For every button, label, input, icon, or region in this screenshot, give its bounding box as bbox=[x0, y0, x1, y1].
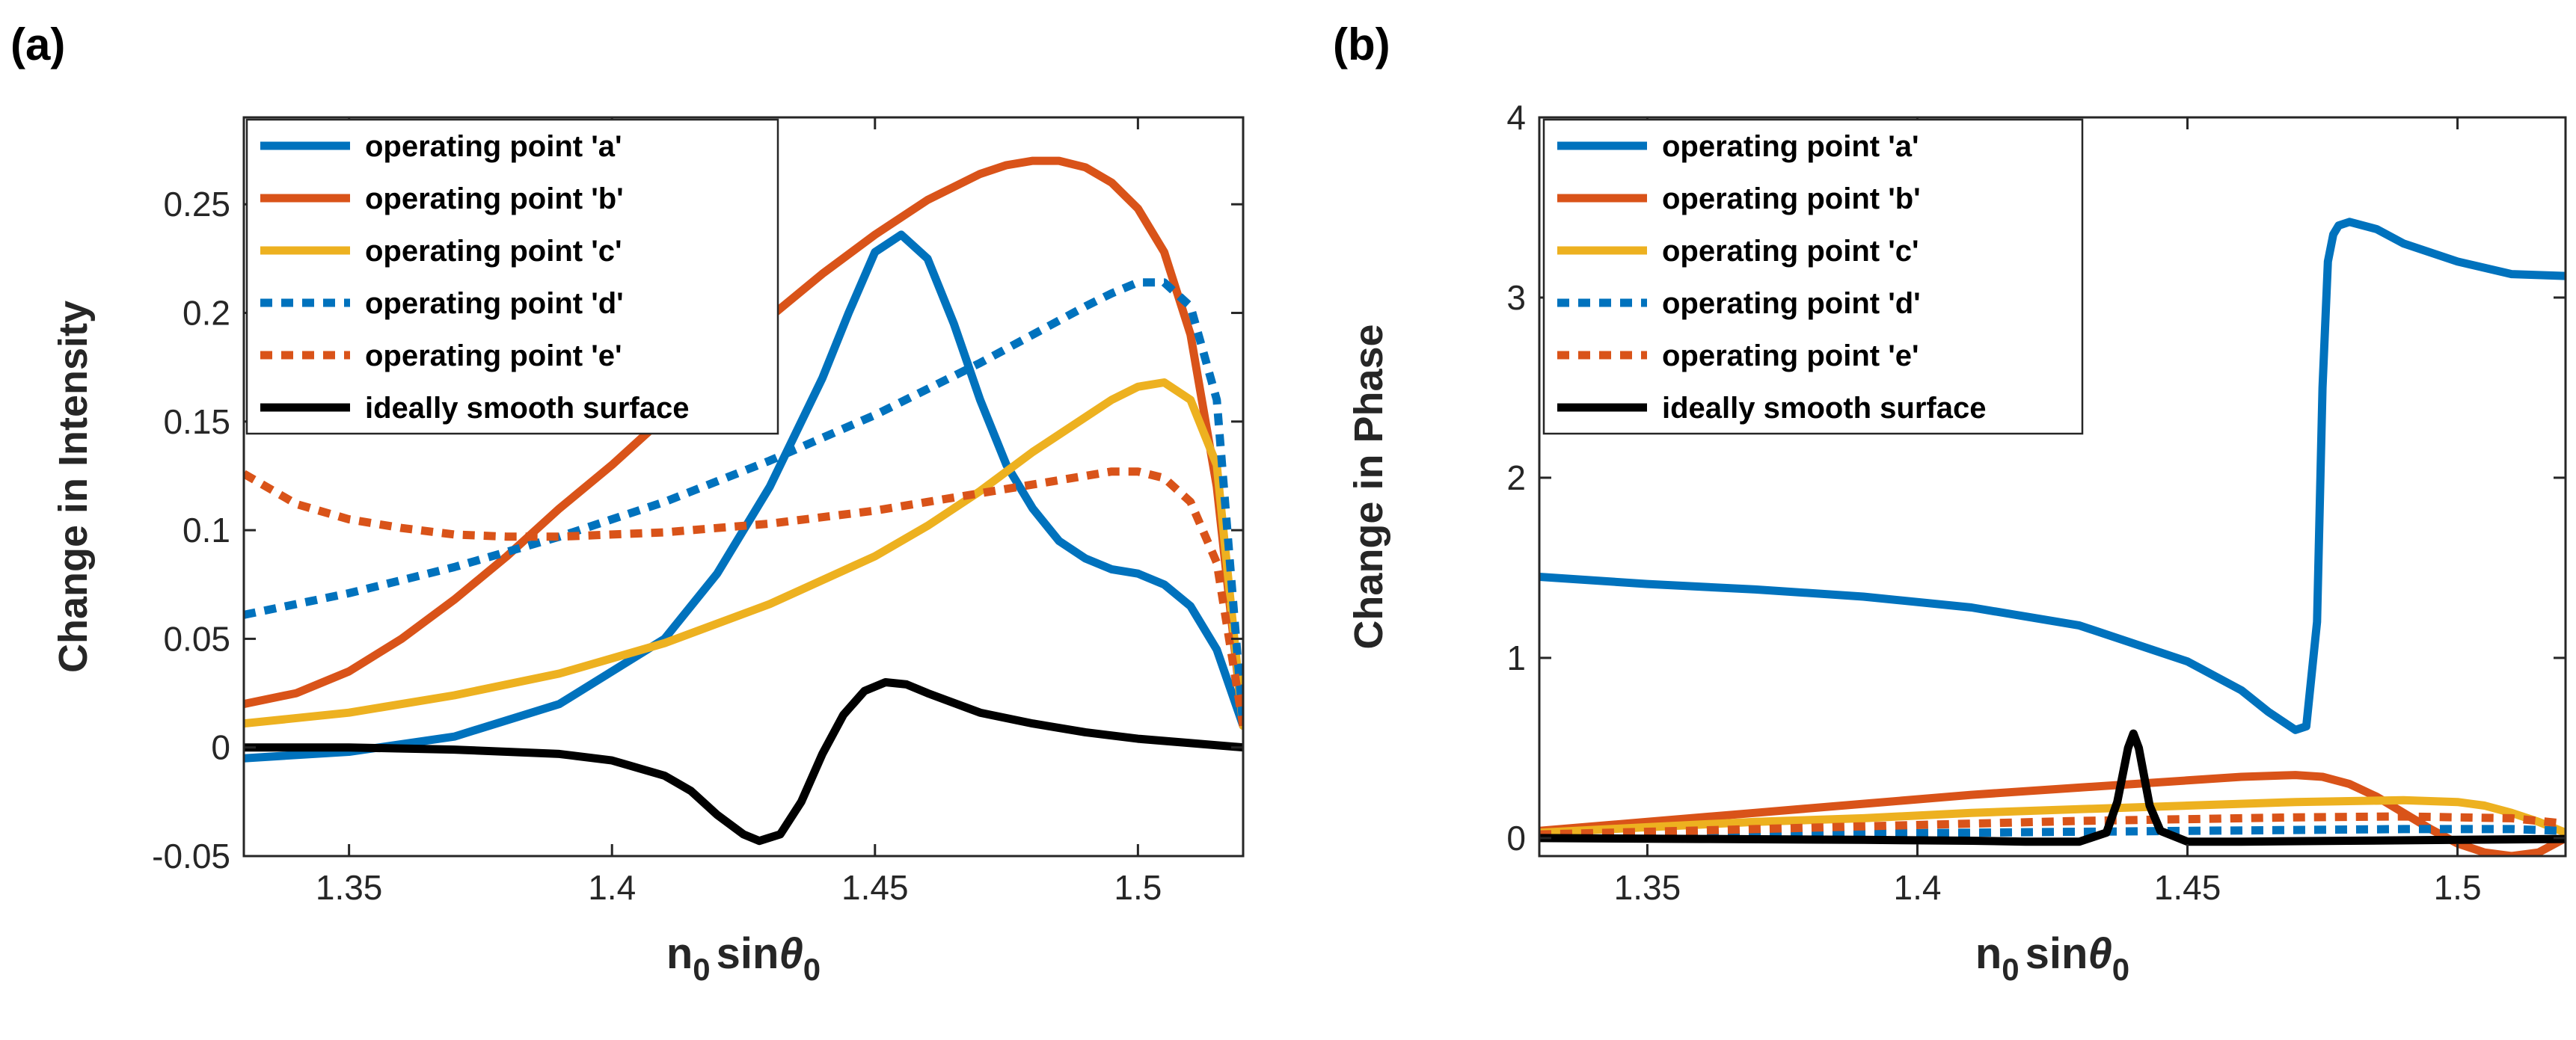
x-label-sub-2: 0 bbox=[803, 952, 821, 987]
y-tick-label: 4 bbox=[1506, 98, 1526, 137]
panel-a-label: (a) bbox=[10, 19, 65, 70]
panel-b-x-axis-label: n0 sinθ0 bbox=[1975, 929, 2129, 987]
panel-a-x-axis-label: n0 sinθ0 bbox=[666, 929, 821, 987]
legend-box bbox=[1542, 118, 2084, 435]
panel-a: (a) 1.35 1.4 1.45 1.5 -0.05 0 0.05 0.1 0.15 0.2 0.… bbox=[10, 19, 1245, 987]
y-tick-label: 0 bbox=[211, 728, 230, 767]
x-label-n: n bbox=[666, 929, 693, 978]
x-label-theta: θ bbox=[2088, 929, 2112, 978]
legend-entry-label: operating point 'd' bbox=[1662, 287, 1921, 320]
legend-entry-label: operating point 'd' bbox=[365, 287, 624, 320]
legend-entry-label: ideally smooth surface bbox=[1662, 392, 1986, 425]
y-tick-label: 1 bbox=[1506, 639, 1526, 677]
legend-box bbox=[245, 118, 779, 435]
series-line-operating-point-c bbox=[244, 378, 1243, 730]
x-label-sub-1: 0 bbox=[693, 952, 710, 987]
x-tick-label: 1.35 bbox=[316, 868, 383, 907]
x-label-sin: sin bbox=[2025, 929, 2088, 978]
x-label-theta: θ bbox=[779, 929, 803, 978]
legend-entry-label: operating point 'e' bbox=[1662, 339, 1919, 372]
series-line-operating-point-b bbox=[244, 156, 1243, 730]
y-tick-label: 3 bbox=[1506, 278, 1526, 317]
series-line-operating-point-e bbox=[244, 467, 1243, 727]
legend-entry-label: operating point 'c' bbox=[1662, 235, 1919, 268]
panel-b-plot bbox=[1539, 218, 2566, 856]
series-line-ideally-smooth-surface bbox=[244, 678, 1243, 846]
series-line-operating-point-b bbox=[1539, 771, 2566, 856]
x-tick-label: 1.45 bbox=[2154, 868, 2221, 907]
legend-entry-label: operating point 'b' bbox=[365, 182, 624, 215]
panel-a-ticks: 1.35 1.4 1.45 1.5 -0.05 0 0.05 0.1 0.15 0.2 0.25 bbox=[152, 117, 1243, 907]
legend-entry-label: operating point 'a' bbox=[365, 130, 622, 163]
panel-b-ticks: 1.35 1.4 1.45 1.5 0 1 2 3 4 bbox=[1506, 98, 2566, 907]
series-line-operating-point-a bbox=[1539, 218, 2566, 734]
panel-b-legend: operating point 'a' operating point 'b' op… bbox=[1542, 118, 2084, 435]
y-tick-label: 0.1 bbox=[183, 511, 230, 550]
x-tick-label: 1.5 bbox=[2434, 868, 2482, 907]
panel-a-axes-frame bbox=[242, 116, 1245, 858]
x-label-sin: sin bbox=[717, 929, 779, 978]
y-tick-label: 0 bbox=[1506, 819, 1526, 858]
y-tick-label: -0.05 bbox=[152, 837, 230, 876]
x-label-sub-2: 0 bbox=[2112, 952, 2129, 987]
x-label-sub-1: 0 bbox=[2002, 952, 2019, 987]
panel-b-y-axis-label: Change in Phase bbox=[1346, 324, 1391, 649]
legend-entry-label: ideally smooth surface bbox=[365, 392, 689, 425]
legend-entry-label: operating point 'b' bbox=[1662, 182, 1921, 215]
y-tick-label: 0.05 bbox=[163, 619, 230, 658]
panel-a-y-axis-label: Change in Intensity bbox=[51, 301, 96, 673]
series-line-operating-point-c bbox=[1539, 796, 2566, 837]
x-tick-label: 1.35 bbox=[1614, 868, 1681, 907]
y-tick-label: 0.2 bbox=[183, 294, 230, 333]
y-tick-label: 0.15 bbox=[163, 402, 230, 441]
x-tick-label: 1.4 bbox=[588, 868, 636, 907]
panel-b-label: (b) bbox=[1333, 19, 1390, 70]
x-tick-label: 1.5 bbox=[1114, 868, 1162, 907]
legend-entry-label: operating point 'a' bbox=[1662, 130, 1919, 163]
x-label-n: n bbox=[1975, 929, 2002, 978]
series-line-ideally-smooth-surface bbox=[1539, 729, 2566, 846]
x-tick-label: 1.45 bbox=[841, 868, 909, 907]
panel-a-plot bbox=[244, 156, 1243, 846]
legend-entry-label: operating point 'c' bbox=[365, 235, 622, 268]
legend-entry-label: operating point 'e' bbox=[365, 339, 622, 372]
panel-a-legend: operating point 'a' operating point 'b' op… bbox=[245, 118, 779, 435]
y-tick-label: 2 bbox=[1506, 458, 1526, 497]
panel-b-axes-frame bbox=[1538, 116, 2567, 858]
x-tick-label: 1.4 bbox=[1893, 868, 1941, 907]
y-tick-label: 0.25 bbox=[163, 185, 230, 224]
